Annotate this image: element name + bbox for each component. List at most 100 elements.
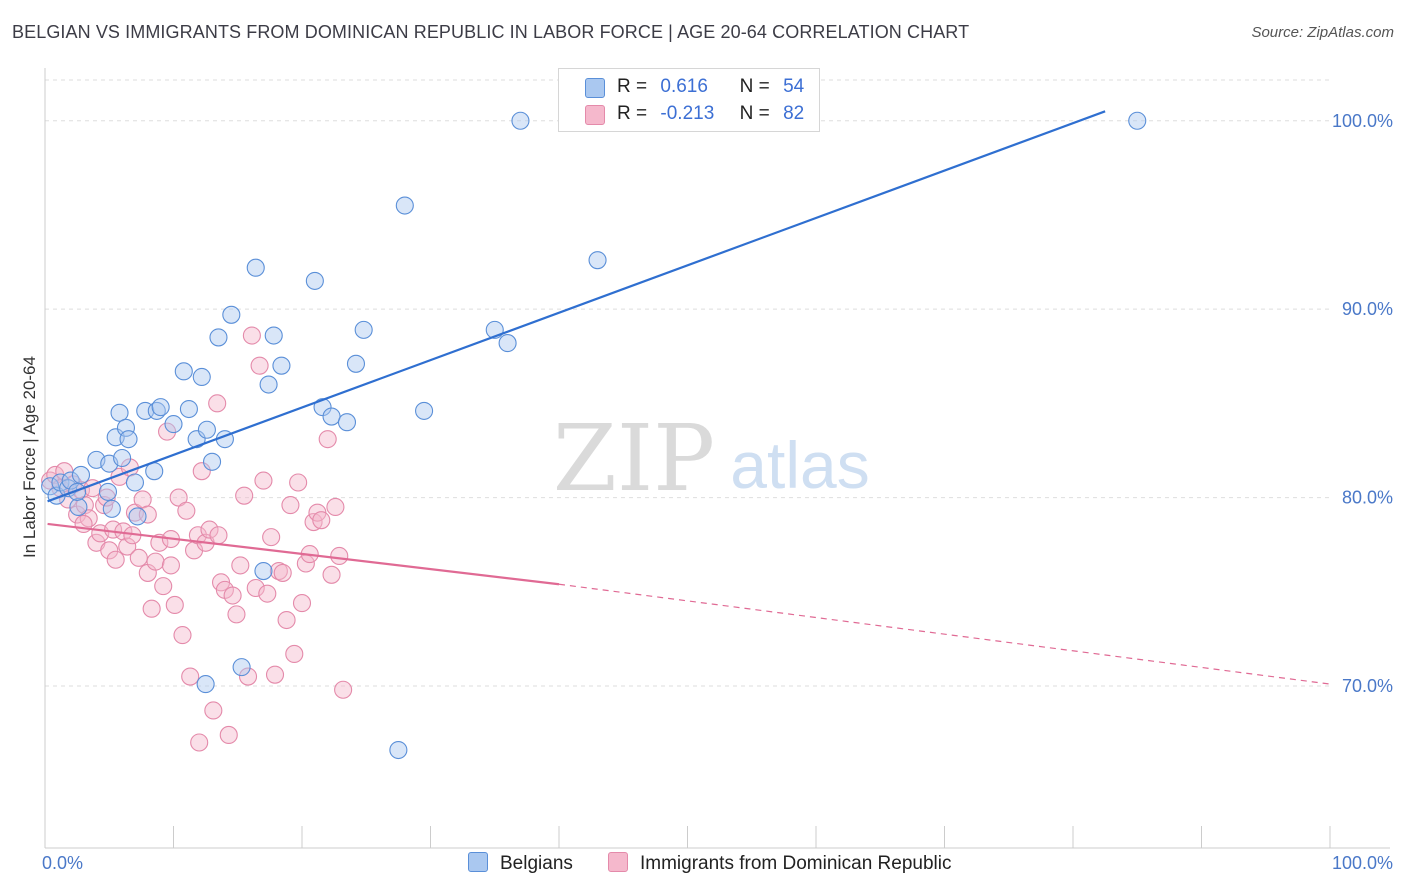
belgian-point — [254, 561, 273, 581]
dominican-point — [277, 610, 296, 630]
dominican-point — [158, 422, 177, 441]
belgian-point — [174, 362, 193, 381]
dominican-point — [154, 577, 173, 596]
belgian-point — [246, 258, 265, 277]
belgian-point — [179, 399, 198, 419]
dominican-point — [129, 548, 148, 567]
n-value-dominican: 82 — [783, 103, 805, 124]
dominican-point — [318, 430, 337, 449]
belgian-point — [61, 471, 80, 490]
dominican-point — [106, 550, 125, 569]
belgian-point — [187, 430, 206, 449]
belgian-point — [209, 328, 228, 347]
belgian-point — [588, 251, 607, 270]
belgian-point — [68, 482, 87, 501]
legend-label-dominican: Immigrants from Dominican Republic — [640, 853, 952, 874]
dominican-point — [273, 563, 292, 582]
legend-swatch-dominican — [585, 105, 605, 125]
belgian-point — [102, 499, 121, 518]
n-label: N = — [739, 76, 770, 97]
dominican-point — [100, 541, 119, 560]
dominican-point — [238, 667, 258, 686]
trend-lines — [47, 110, 1331, 685]
tick-labels: 100.0% 90.0% 80.0% 70.0% 0.0% 100.0% — [42, 111, 1393, 873]
belgian-point — [337, 413, 357, 432]
dominican-point — [118, 537, 137, 556]
axes — [44, 68, 1390, 849]
belgian-point — [69, 497, 88, 517]
belgian-point — [272, 356, 291, 375]
n-label: N = — [739, 103, 770, 124]
belgian-point — [511, 111, 530, 130]
y-tick-label: 80.0% — [1342, 488, 1393, 508]
dominican-point — [181, 667, 200, 686]
y-tick-label: 70.0% — [1342, 676, 1393, 696]
dominican-point — [142, 599, 161, 618]
legend-item-belgians: Belgians — [468, 852, 573, 875]
legend-item-dominican: Immigrants from Dominican Republic — [608, 852, 952, 875]
source-label: Source: ZipAtlas.com — [1251, 24, 1394, 41]
dominican-point — [204, 701, 223, 720]
dominican-point — [173, 626, 192, 645]
belgian-point — [113, 448, 132, 468]
belgian-point — [232, 658, 251, 677]
x-tick-label: 0.0% — [42, 853, 83, 873]
dominican-point — [265, 665, 285, 684]
dominican-point — [192, 462, 211, 481]
series-belgians — [41, 111, 1147, 760]
dominican-point — [97, 488, 116, 507]
dominican-point — [289, 473, 308, 492]
dominican-point — [190, 733, 209, 752]
y-axis-label: In Labor Force | Age 20-64 — [20, 356, 39, 558]
dominican-point — [285, 644, 304, 663]
belgian-point — [196, 675, 215, 694]
dominican-point — [322, 565, 341, 584]
belgian-point — [498, 334, 517, 353]
belgian-point — [128, 507, 147, 526]
dominican-point — [304, 513, 323, 532]
x-tick-label: 100.0% — [1332, 853, 1393, 873]
belgian-point — [415, 401, 434, 420]
belgian-point — [151, 398, 170, 417]
dominican-point — [133, 490, 152, 509]
belgian-point — [389, 740, 408, 760]
belgian-point — [192, 367, 211, 387]
chart-title: BELGIAN VS IMMIGRANTS FROM DOMINICAN REP… — [12, 22, 970, 42]
dominican-trend-extension — [558, 583, 1331, 685]
dominican-point — [68, 505, 87, 524]
watermark-zip: ZIP — [553, 405, 715, 512]
r-value-belgians: 0.616 — [660, 76, 708, 97]
dominican-point — [223, 586, 242, 605]
belgian-point — [125, 473, 144, 492]
legend-swatch-dominican — [608, 852, 628, 872]
dominican-point — [258, 584, 277, 603]
dominican-point — [281, 496, 300, 515]
dominican-point — [246, 578, 265, 598]
dominican-point — [79, 509, 98, 528]
n-value-belgians: 54 — [783, 76, 805, 97]
dominican-point — [227, 605, 246, 624]
watermark-atlas: atlas — [730, 428, 869, 502]
dominican-point — [209, 526, 228, 545]
dominican-point — [146, 552, 165, 571]
belgian-point — [71, 465, 91, 485]
dominican-point — [188, 526, 207, 545]
belgian-point — [354, 320, 373, 339]
dominican-point — [254, 471, 273, 490]
y-tick-label: 90.0% — [1342, 299, 1393, 319]
belgian-point — [41, 477, 60, 496]
legend-label-belgians: Belgians — [500, 853, 573, 874]
belgian-point — [203, 452, 222, 471]
correlation-legend: R = 0.616 N = 54 R = -0.213 N = 82 — [558, 68, 820, 132]
r-label: R = — [617, 76, 648, 97]
belgian-point — [98, 482, 118, 501]
dominican-point — [242, 326, 261, 345]
r-value-dominican: -0.213 — [660, 103, 715, 124]
dominican-point — [208, 394, 227, 413]
dominican-point — [262, 528, 281, 547]
watermark: ZIP atlas — [553, 405, 870, 512]
dominican-point — [235, 486, 254, 505]
dominican-trend-line — [47, 522, 560, 586]
belgian-point — [164, 415, 183, 434]
dominican-point — [200, 520, 219, 539]
